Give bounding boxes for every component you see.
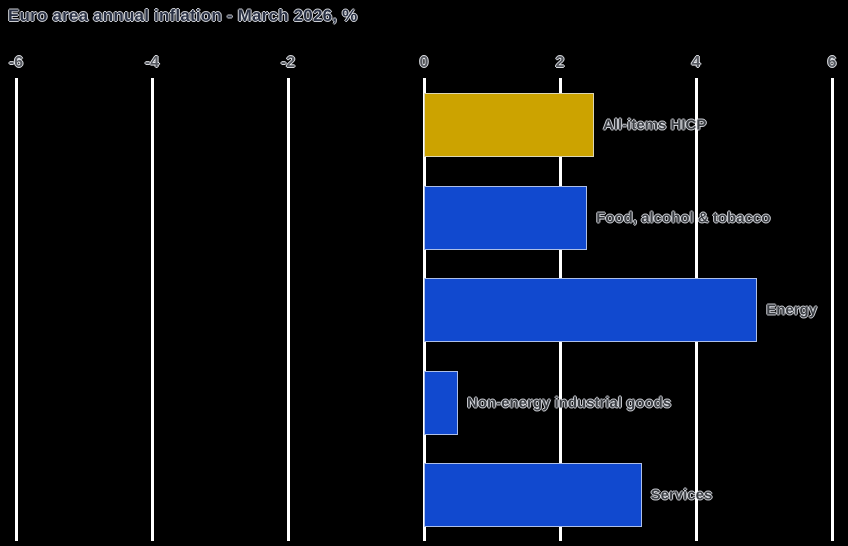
x-tick-label-2: 2 <box>555 54 565 71</box>
bar-label-all-items-hicp: All-items HICP <box>603 116 707 134</box>
bar-all-items-hicp <box>424 93 594 157</box>
x-tick-label-4: 4 <box>691 54 701 71</box>
bar-label-energy: Energy <box>766 301 818 319</box>
bar-energy <box>424 278 758 343</box>
x-tick-label-6: -6 <box>8 54 24 71</box>
bar-services <box>424 463 642 528</box>
x-tick-label-2: -2 <box>280 54 296 71</box>
x-tick-label-6: 6 <box>827 54 837 71</box>
bar-label-services: Services <box>650 486 713 504</box>
bar-label-non-energy-industrial-goods: Non-energy industrial goods <box>467 394 672 412</box>
bar-label-food-alcohol-tobacco: Food, alcohol & tobacco <box>596 209 771 227</box>
bar-non-energy-industrial-goods <box>424 370 458 435</box>
bar-food-alcohol-tobacco <box>424 185 588 250</box>
gridline-6 <box>830 78 834 541</box>
gridline-2 <box>286 78 290 541</box>
x-tick-label-4: -4 <box>144 54 160 71</box>
gridline-6 <box>14 78 18 541</box>
gridline-4 <box>150 78 154 541</box>
x-tick-label-0: 0 <box>419 54 429 71</box>
chart-title: Euro area annual inflation - March 2026,… <box>8 6 358 25</box>
